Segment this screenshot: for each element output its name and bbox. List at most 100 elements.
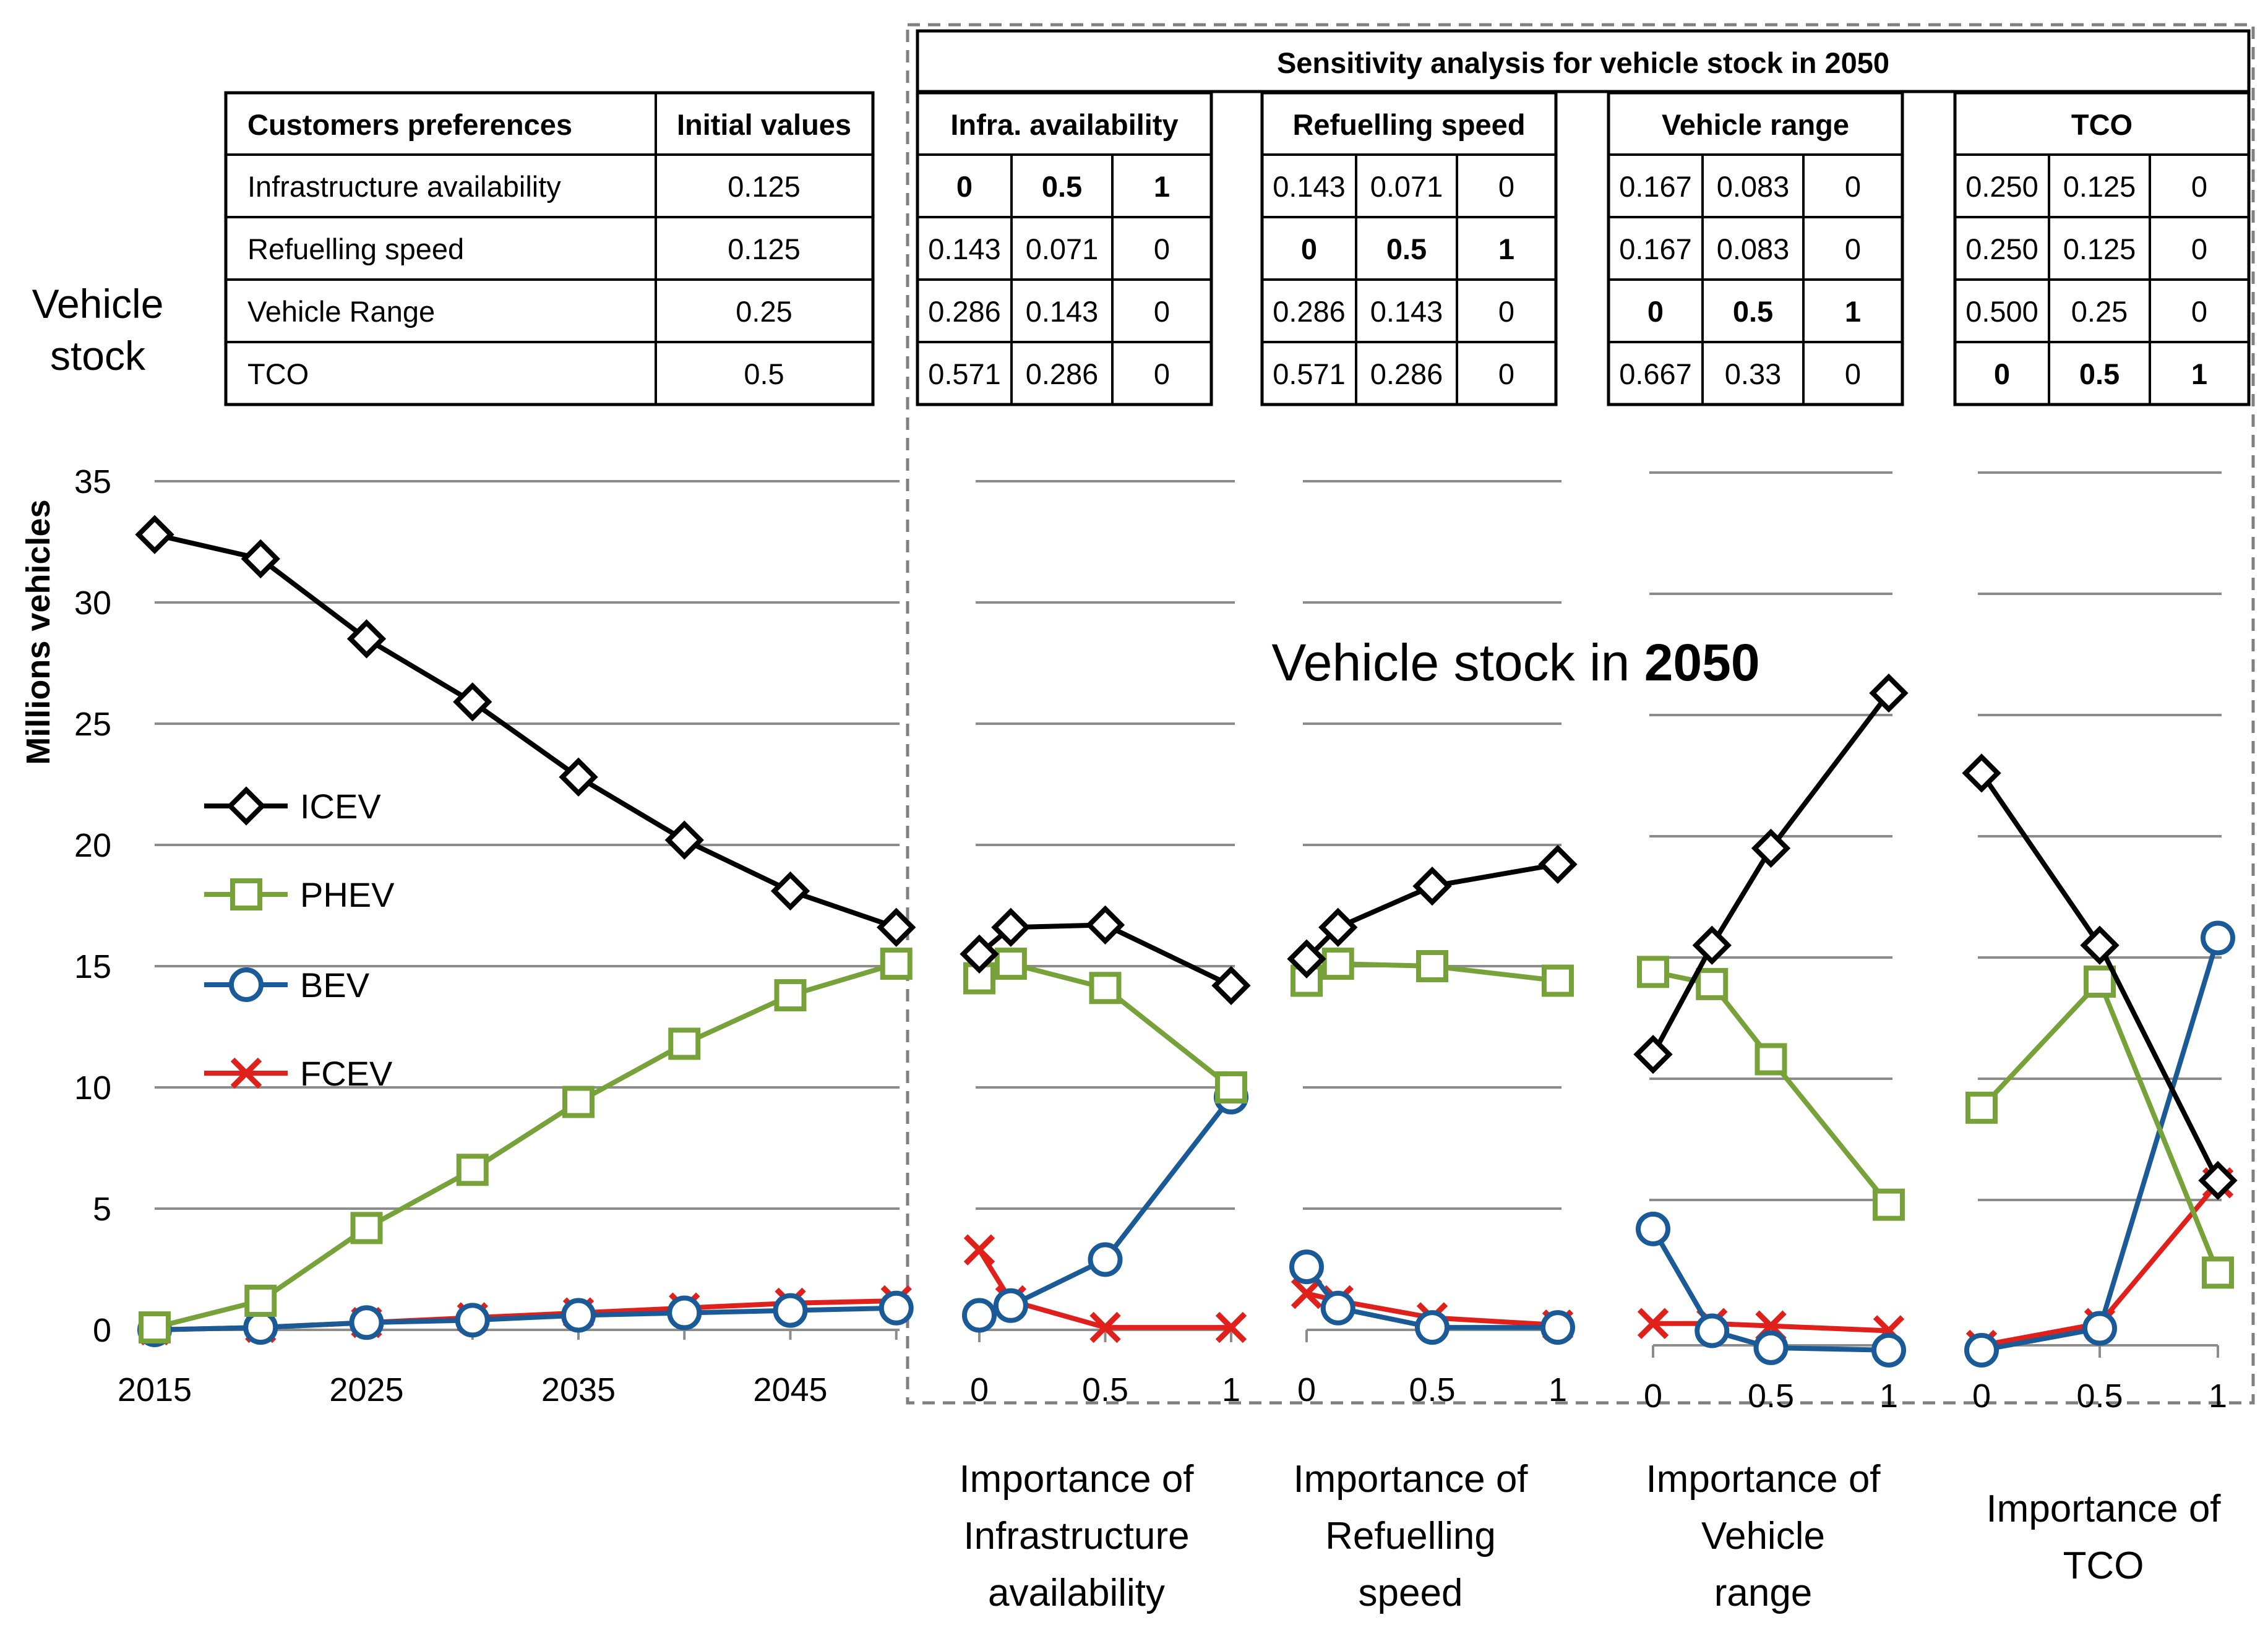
marker-icev [877, 907, 916, 947]
marker-bev [1415, 1310, 1450, 1345]
table-cell: 1 [1845, 295, 1861, 328]
marker-icev [991, 907, 1031, 947]
table-cell: 0 [1498, 170, 1514, 203]
annotation-year: 2050 [1644, 633, 1760, 692]
sensitivity-table-header: Vehicle range [1662, 108, 1849, 141]
table-cell: 0.143 [928, 233, 1001, 265]
y-tick-label: 35 [74, 463, 111, 500]
marker-bev [1871, 1332, 1906, 1368]
table-cell: 0 [1845, 170, 1861, 203]
pref-row-label: Refuelling speed [247, 233, 464, 265]
marker-icev [1692, 925, 1732, 965]
x-tick-label: 1 [1549, 1371, 1567, 1408]
marker-icev [1962, 753, 2001, 793]
sensitivity-title-box [916, 29, 2251, 93]
side-label-line1: Vehicle [32, 281, 164, 327]
table-cell: 0.143 [1026, 295, 1099, 328]
table-cell: 0 [1154, 358, 1170, 390]
table-cell: 0.167 [1619, 233, 1692, 265]
marker-phev [774, 979, 807, 1012]
table-cell: 0.571 [928, 358, 1001, 390]
marker-phev [1965, 1091, 1998, 1124]
legend-item-fcev: FCEV [204, 1054, 393, 1093]
marker-bev [2201, 920, 2235, 956]
marker-fcev [1291, 1278, 1323, 1309]
marker-icev [664, 820, 704, 860]
table-cell: 0.667 [1619, 358, 1692, 390]
marker-icev [1318, 907, 1358, 947]
table-cell: 0 [1498, 358, 1514, 390]
table-border [1607, 91, 1904, 406]
panel-series-4 [1962, 753, 2238, 1368]
table-cell: 1 [1154, 170, 1170, 203]
preferences-table: Customers preferences Initial values Inf… [224, 91, 875, 406]
table-cell: 0.167 [1619, 170, 1692, 203]
marker-icev [1633, 1034, 1673, 1074]
panel-caption-line: TCO [2063, 1544, 2144, 1587]
y-tick-label: 20 [74, 827, 111, 864]
series-line-fcev [1653, 1321, 1889, 1334]
marker-phev [1089, 972, 1122, 1005]
table-cell: 0.25 [2071, 295, 2128, 328]
marker-phev [994, 948, 1027, 980]
marker-bev [455, 1303, 490, 1338]
table-cell: 0.5 [1042, 170, 1082, 203]
y-tick-label: 25 [74, 706, 111, 743]
marker-phev [1542, 964, 1574, 997]
pref-header-initial: Initial values [677, 108, 851, 141]
marker-icev [2198, 1160, 2238, 1201]
legend-item-bev: BEV [204, 966, 370, 1005]
panel-caption-line: Vehicle [1701, 1515, 1825, 1557]
marker-phev [1215, 1071, 1247, 1103]
marker-icev [1287, 939, 1326, 979]
marker-bev [773, 1293, 808, 1328]
pref-row-label: Infrastructure availability [247, 170, 561, 203]
table-cell: 0.083 [1717, 170, 1790, 203]
x-marker-stroke [1291, 1278, 1323, 1309]
x-tick-label: 2015 [118, 1371, 192, 1408]
panel-caption-line: Infrastructure [963, 1515, 1189, 1557]
x-tick-label: 0 [1644, 1377, 1662, 1415]
legend: ICEV PHEV BEV FCEV [204, 786, 395, 1093]
series-line-bev [1981, 937, 2220, 1353]
series-layer [135, 515, 2238, 1368]
table-cell: 0 [1647, 295, 1664, 328]
table-cell: 0.125 [2063, 233, 2136, 265]
panel-caption: Importance of Infrastructure availability [959, 1458, 1194, 1614]
table-cell: 0 [1154, 233, 1170, 265]
series-line-bev [978, 1095, 1234, 1318]
pref-row-label: Vehicle Range [247, 295, 435, 328]
table-cell: 0 [956, 170, 973, 203]
x-tick-label: 0.5 [1748, 1377, 1794, 1415]
pref-row-value: 0.125 [728, 233, 801, 265]
marker-phev [350, 1212, 383, 1245]
table-cell: 0.250 [1965, 233, 2038, 265]
legend-marker [229, 967, 264, 1002]
x-marker-stroke [1215, 1311, 1247, 1343]
panel-captions: Importance of Infrastructure availabilityI… [959, 1458, 2221, 1614]
series-line-fcev [977, 1248, 1231, 1330]
table-cell: 0.5 [2079, 358, 2120, 390]
marker-phev [1637, 956, 1669, 988]
table-border [916, 91, 1213, 406]
x-tick-label: 1 [1222, 1371, 1240, 1408]
panel-caption-line: Importance of [1293, 1458, 1528, 1501]
marker-bev [1088, 1242, 1123, 1277]
x-tick-label: 2025 [329, 1371, 403, 1408]
legend-item-phev: PHEV [204, 875, 395, 914]
marker-bev [561, 1298, 596, 1333]
marker-bev [993, 1288, 1028, 1323]
sensitivity-table-vehicle-range: Vehicle range 0.167 0.083 0 0.167 0.083 0 0 0.5 1… [1607, 91, 1904, 406]
series-line-bev [154, 1305, 896, 1332]
x-tick-label: 0 [1297, 1371, 1316, 1408]
table-cell: 0.143 [1370, 295, 1443, 328]
table-cell: 0 [1301, 233, 1317, 265]
panel-caption-line: Importance of [1646, 1458, 1881, 1501]
marker-bev [1753, 1330, 1789, 1365]
x-marker-stroke [230, 1057, 262, 1089]
legend-label: FCEV [300, 1054, 393, 1093]
table-border [1260, 91, 1558, 406]
marker-bev [1636, 1211, 1670, 1246]
